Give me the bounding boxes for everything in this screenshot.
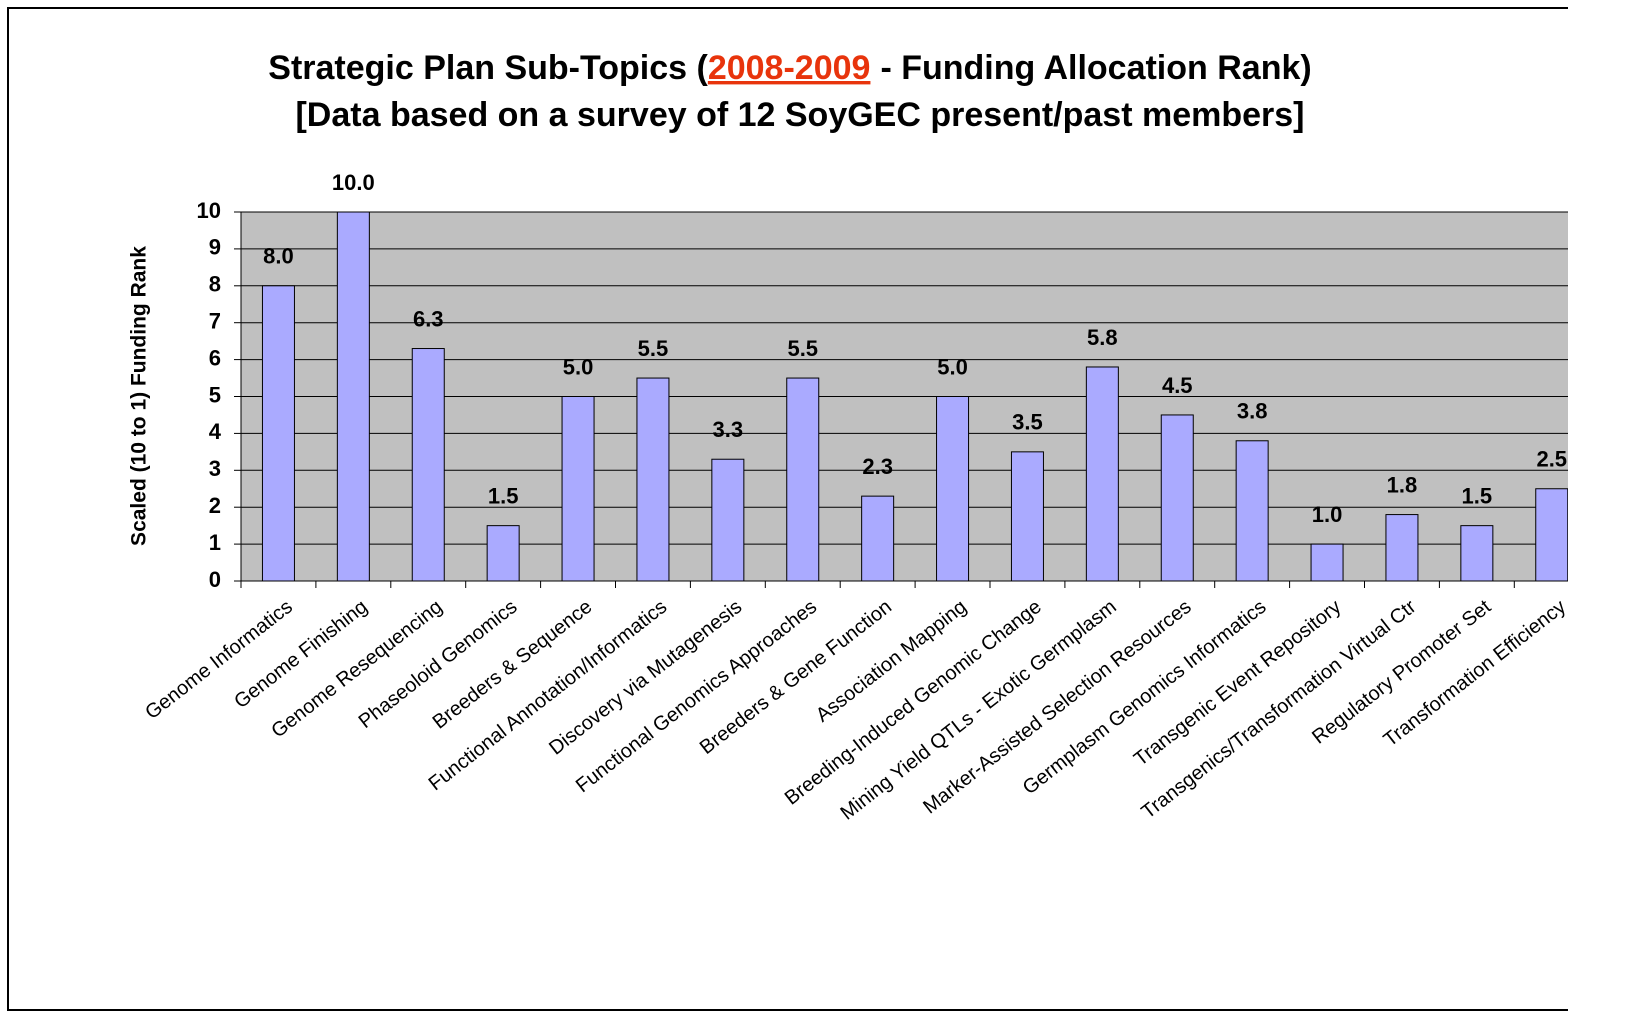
bar [1460,525,1494,582]
bar [786,377,820,582]
value-label: 5.0 [937,354,968,379]
title-end: - Funding Allocation Rank) [880,49,1311,87]
y-tick-label: 10 [197,198,221,223]
title-start: Strategic Plan Sub-Topics ( [268,49,708,87]
y-tick-label: 8 [209,272,221,297]
bar [936,396,970,582]
bar [561,396,595,582]
value-label: 1.8 [1387,472,1418,497]
y-tick-label: 5 [209,382,221,407]
y-tick-label: 9 [209,235,221,260]
bar [636,377,670,582]
value-label: 1.5 [1462,483,1493,508]
bar [1010,451,1044,582]
chart-title: Strategic Plan Sub-Topics (2008-2009- Fu… [268,49,1311,87]
y-tick-label: 0 [209,567,221,592]
chart: Strategic Plan Sub-Topics (2008-2009- Fu… [7,7,1590,1011]
bar [261,285,295,582]
bar [1160,414,1194,582]
bar [1085,366,1119,582]
bar [411,348,445,582]
value-label: 3.3 [713,417,744,442]
value-label: 5.0 [563,354,594,379]
value-label: 1.0 [1312,502,1343,527]
bar [1535,488,1569,582]
value-label: 2.5 [1536,447,1567,472]
chart-subtitle: [Data based on a survey of 12 SoyGEC pre… [295,96,1304,134]
y-tick-label: 6 [209,345,221,370]
y-tick-label: 3 [209,456,221,481]
value-label: 1.5 [488,483,519,508]
value-label: 5.5 [787,336,818,361]
value-label: 8.0 [263,244,294,269]
value-label: 2.3 [862,454,893,479]
bar [861,495,895,582]
value-label: 5.5 [638,336,669,361]
bar [711,458,745,582]
value-label: 5.8 [1087,325,1118,350]
value-label: 6.3 [413,306,444,331]
y-tick-label: 7 [209,309,221,334]
bar [1310,543,1344,582]
bar [1235,440,1269,582]
y-axis-title: Scaled (10 to 1) Funding Rank [128,246,151,546]
value-label: 3.8 [1237,399,1268,424]
y-tick-label: 1 [209,530,221,555]
value-label: 4.5 [1162,373,1193,398]
bar [1385,514,1419,582]
bar [486,525,520,582]
title-highlight: 2008-2009 [708,49,871,87]
y-tick-label: 2 [209,493,221,518]
y-tick-label: 4 [209,419,222,444]
value-label: 10.0 [332,170,375,195]
value-label: 3.5 [1012,410,1043,435]
bar [336,211,370,582]
